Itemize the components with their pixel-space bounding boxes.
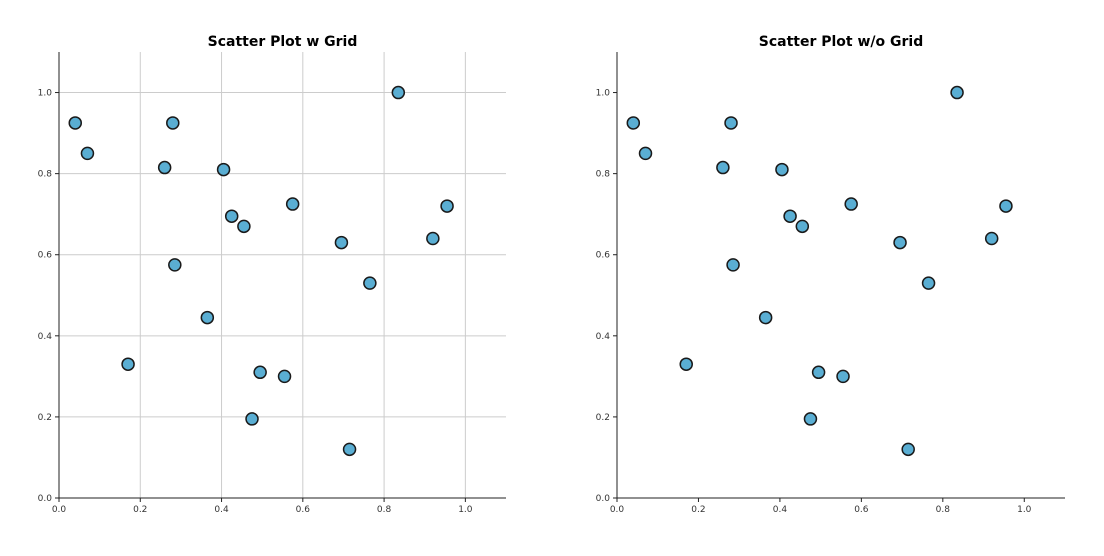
- panel-without-grid: Scatter Plot w/o Grid 0.0 0.2 0.4 0.6 0.8 1.0…: [596, 34, 1065, 515]
- y-tick-label: 0.8: [596, 170, 611, 180]
- scatter-point: [426, 231, 440, 246]
- scatter-point: [811, 365, 826, 380]
- scatter-point: [285, 197, 300, 211]
- scatter-point: [724, 116, 738, 130]
- scatter-point: [795, 219, 810, 234]
- scatter-point: [999, 199, 1013, 213]
- x-tick-label: 0.6: [296, 505, 311, 515]
- x-tick-label: 1.0: [1017, 505, 1032, 515]
- scatter-point: [68, 116, 83, 130]
- scatter-point: [363, 276, 377, 290]
- y-tick-label: 0.4: [596, 332, 611, 342]
- scatter-point: [716, 160, 730, 175]
- scatter-point: [726, 258, 740, 272]
- scatter-point: [334, 235, 349, 250]
- scatter-point: [893, 235, 907, 250]
- scatter-point: [157, 160, 172, 175]
- scatter-point: [200, 310, 215, 325]
- x-tick-label: 0.2: [133, 505, 147, 515]
- scatter-point: [253, 365, 267, 380]
- scatter-point: [638, 146, 653, 161]
- scatter-point: [836, 369, 850, 384]
- y-tick-label: 1.0: [596, 89, 611, 99]
- y-tick-label: 0.6: [596, 251, 611, 261]
- y-tick-label: 1.0: [38, 89, 53, 99]
- scatter-point: [277, 369, 292, 384]
- scatter-point: [121, 357, 135, 371]
- y-tick-label: 0.0: [596, 494, 611, 504]
- x-tick-label: 0.8: [936, 505, 951, 515]
- scatter-point: [440, 199, 454, 213]
- scatter-point: [679, 357, 693, 371]
- scatter-point: [775, 162, 789, 177]
- y-tick-label: 0.4: [38, 332, 53, 342]
- scatter-point: [783, 209, 797, 223]
- scatter-point: [224, 209, 239, 223]
- y-tick-label: 0.6: [38, 251, 53, 261]
- scatter-point: [950, 85, 964, 100]
- y-tick-label: 0.0: [38, 494, 53, 504]
- x-tick-label: 0.6: [854, 505, 869, 515]
- scatter-point: [921, 276, 936, 290]
- y-tick-label: 0.8: [38, 170, 53, 180]
- y-tick-label: 0.2: [38, 413, 52, 423]
- scatter-point: [803, 412, 818, 426]
- x-tick-label: 0.4: [214, 505, 229, 515]
- scatter-point: [245, 412, 259, 426]
- x-tick-label: 0.8: [377, 505, 392, 515]
- x-tick-label: 0.2: [691, 505, 705, 515]
- scatter-point: [166, 116, 180, 130]
- y-tick-label: 0.2: [596, 413, 610, 423]
- panel-with-grid: Scatter Plot w Grid 0.0 0.2 0.4 0.6 0.8 1.0 0.…: [38, 34, 506, 515]
- x-tick-label: 1.0: [458, 505, 473, 515]
- x-tick-label: 0.0: [52, 505, 67, 515]
- scatter-point: [80, 146, 95, 161]
- scatter-point: [626, 116, 641, 130]
- scatter-point: [901, 442, 915, 457]
- x-tick-label: 0.4: [773, 505, 788, 515]
- scatter-point: [984, 231, 999, 246]
- scatter-point: [844, 197, 858, 211]
- scatter-point: [237, 219, 251, 234]
- x-tick-label: 0.0: [610, 505, 625, 515]
- chart-title: Scatter Plot w/o Grid: [759, 34, 924, 50]
- chart-title: Scatter Plot w Grid: [208, 34, 358, 50]
- scatter-point: [216, 162, 231, 177]
- scatter-point: [342, 442, 357, 457]
- scatter-point: [391, 85, 406, 100]
- scatter-point: [168, 258, 182, 272]
- scatter-point: [758, 310, 773, 325]
